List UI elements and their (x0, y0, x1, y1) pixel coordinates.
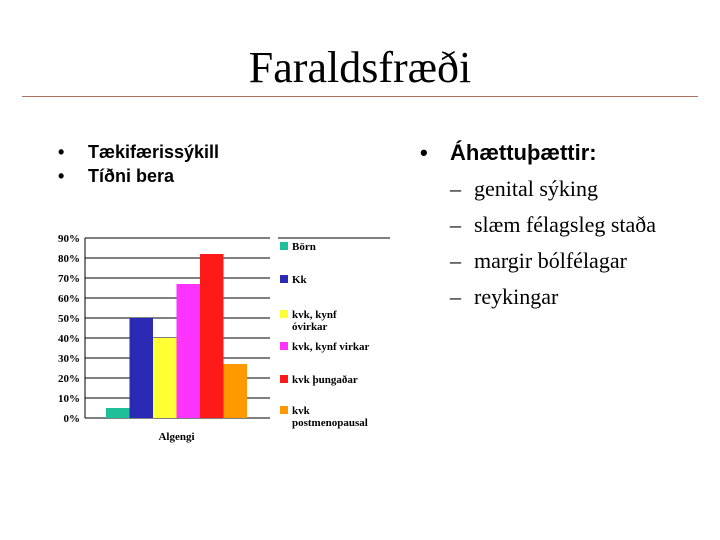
risk-factor-item: – margir bólfélagar (450, 248, 656, 284)
legend-label: kvk, kynf (292, 309, 337, 321)
bar-5 (200, 254, 224, 418)
legend-label: Börn (292, 241, 316, 253)
risk-factor-text: margir bólfélagar (474, 248, 627, 273)
left-bullet-text: Tíðni bera (88, 166, 175, 186)
y-tick-label: 50% (58, 313, 80, 325)
legend-label: Kk (292, 274, 308, 286)
legend-label: kvk (292, 405, 311, 417)
dash-icon: – (450, 248, 461, 273)
risk-factors-heading-text: Áhættuþættir: (450, 140, 597, 165)
legend-label: postmenopausal (292, 417, 368, 429)
y-tick-label: 70% (58, 273, 80, 285)
dash-icon: – (450, 176, 461, 201)
dash-icon: – (450, 284, 461, 309)
risk-factor-item: – reykingar (450, 284, 656, 320)
risk-factor-text: slæm félagsleg staða (474, 212, 657, 237)
bar-4 (176, 284, 200, 418)
left-bullet-item: • Tækifærissýkill (58, 140, 219, 164)
bullet-icon: • (420, 140, 428, 165)
y-tick-label: 10% (58, 393, 80, 405)
prevalence-chart: 0% 10% 20% 30% 40% 50% 60% 70% 80% 90% Algengi Börn… (48, 228, 394, 448)
risk-factor-text: reykingar (474, 284, 559, 309)
legend-label: kvk þungaðar (292, 374, 358, 386)
bar-1 (106, 408, 130, 418)
y-tick-label: 40% (58, 333, 80, 345)
dash-icon: – (450, 212, 461, 237)
bullet-icon: • (58, 142, 65, 162)
legend-label: óvirkar (292, 321, 328, 333)
y-tick-label: 60% (58, 293, 80, 305)
legend-label: kvk, kynf virkar (292, 341, 369, 353)
prevalence-chart-svg: 0% 10% 20% 30% 40% 50% 60% 70% 80% 90% Algengi Börn… (58, 233, 390, 443)
bar-6 (223, 364, 247, 418)
left-bullet-item: • Tíðni bera (58, 164, 219, 188)
y-tick-label: 90% (58, 233, 80, 245)
title-divider (22, 96, 698, 97)
risk-factor-item: – genital sýking (450, 176, 656, 212)
risk-factors-list: – genital sýking – slæm félagsleg staða … (450, 176, 656, 320)
y-tick-label: 30% (58, 353, 80, 365)
legend-swatch (280, 310, 288, 318)
y-tick-label: 80% (58, 253, 80, 265)
bar-2 (129, 318, 153, 418)
y-tick-label: 20% (58, 373, 80, 385)
legend-swatch (280, 406, 288, 414)
left-bullet-list: • Tækifærissýkill • Tíðni bera (58, 140, 219, 188)
y-tick-label: 0% (64, 413, 81, 425)
risk-factor-text: genital sýking (474, 176, 599, 201)
bar-3 (153, 338, 177, 418)
category-label: Algengi (158, 431, 194, 443)
legend-swatch (280, 275, 288, 283)
legend-swatch (280, 375, 288, 383)
left-bullet-text: Tækifærissýkill (88, 142, 220, 162)
risk-factor-item: – slæm félagsleg staða (450, 212, 656, 248)
legend-swatch (280, 242, 288, 250)
risk-factors-heading: • Áhættuþættir: (412, 138, 597, 168)
bullet-icon: • (58, 166, 65, 186)
slide-title: Faraldsfræði (248, 43, 472, 92)
legend-swatch (280, 342, 288, 350)
